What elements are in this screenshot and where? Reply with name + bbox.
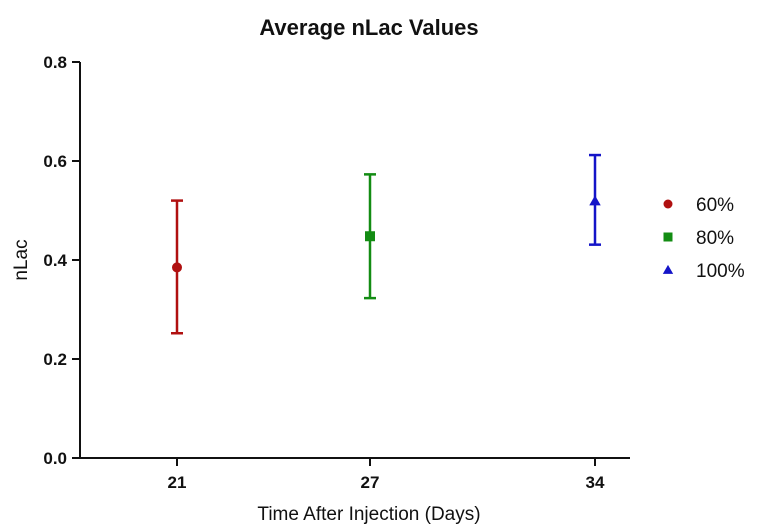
data-point <box>172 262 182 273</box>
x-tick-label: 34 <box>586 473 605 492</box>
legend: 60% 80% 100% <box>662 195 745 282</box>
legend-label: 60% <box>696 195 734 216</box>
chart-title: Average nLac Values <box>259 15 478 40</box>
data-point <box>589 195 601 206</box>
y-tick-label: 0.2 <box>43 350 67 369</box>
legend-label: 80% <box>696 228 734 249</box>
legend-item: 80% <box>663 228 734 249</box>
x-tick-label: 27 <box>361 473 380 492</box>
series-60pct <box>171 199 183 335</box>
series-80pct <box>364 173 376 300</box>
plot-area: 0.0 0.2 0.4 0.6 0.8 21 27 34 <box>43 53 630 492</box>
legend-item: 100% <box>662 261 745 282</box>
y-tick-label: 0.8 <box>43 53 67 72</box>
legend-item: 60% <box>663 195 734 216</box>
legend-marker <box>662 264 674 274</box>
legend-label: 100% <box>696 261 745 282</box>
y-tick-label: 0.6 <box>43 152 67 171</box>
y-tick-label: 0.4 <box>43 251 67 270</box>
legend-marker <box>663 199 673 209</box>
data-point <box>365 231 375 242</box>
x-axis-label: Time After Injection (Days) <box>257 504 480 525</box>
x-tick-label: 21 <box>168 473 187 492</box>
legend-marker <box>663 232 673 242</box>
y-axis-label: nLac <box>11 239 32 280</box>
y-tick-label: 0.0 <box>43 449 67 468</box>
series-100pct <box>589 153 601 246</box>
